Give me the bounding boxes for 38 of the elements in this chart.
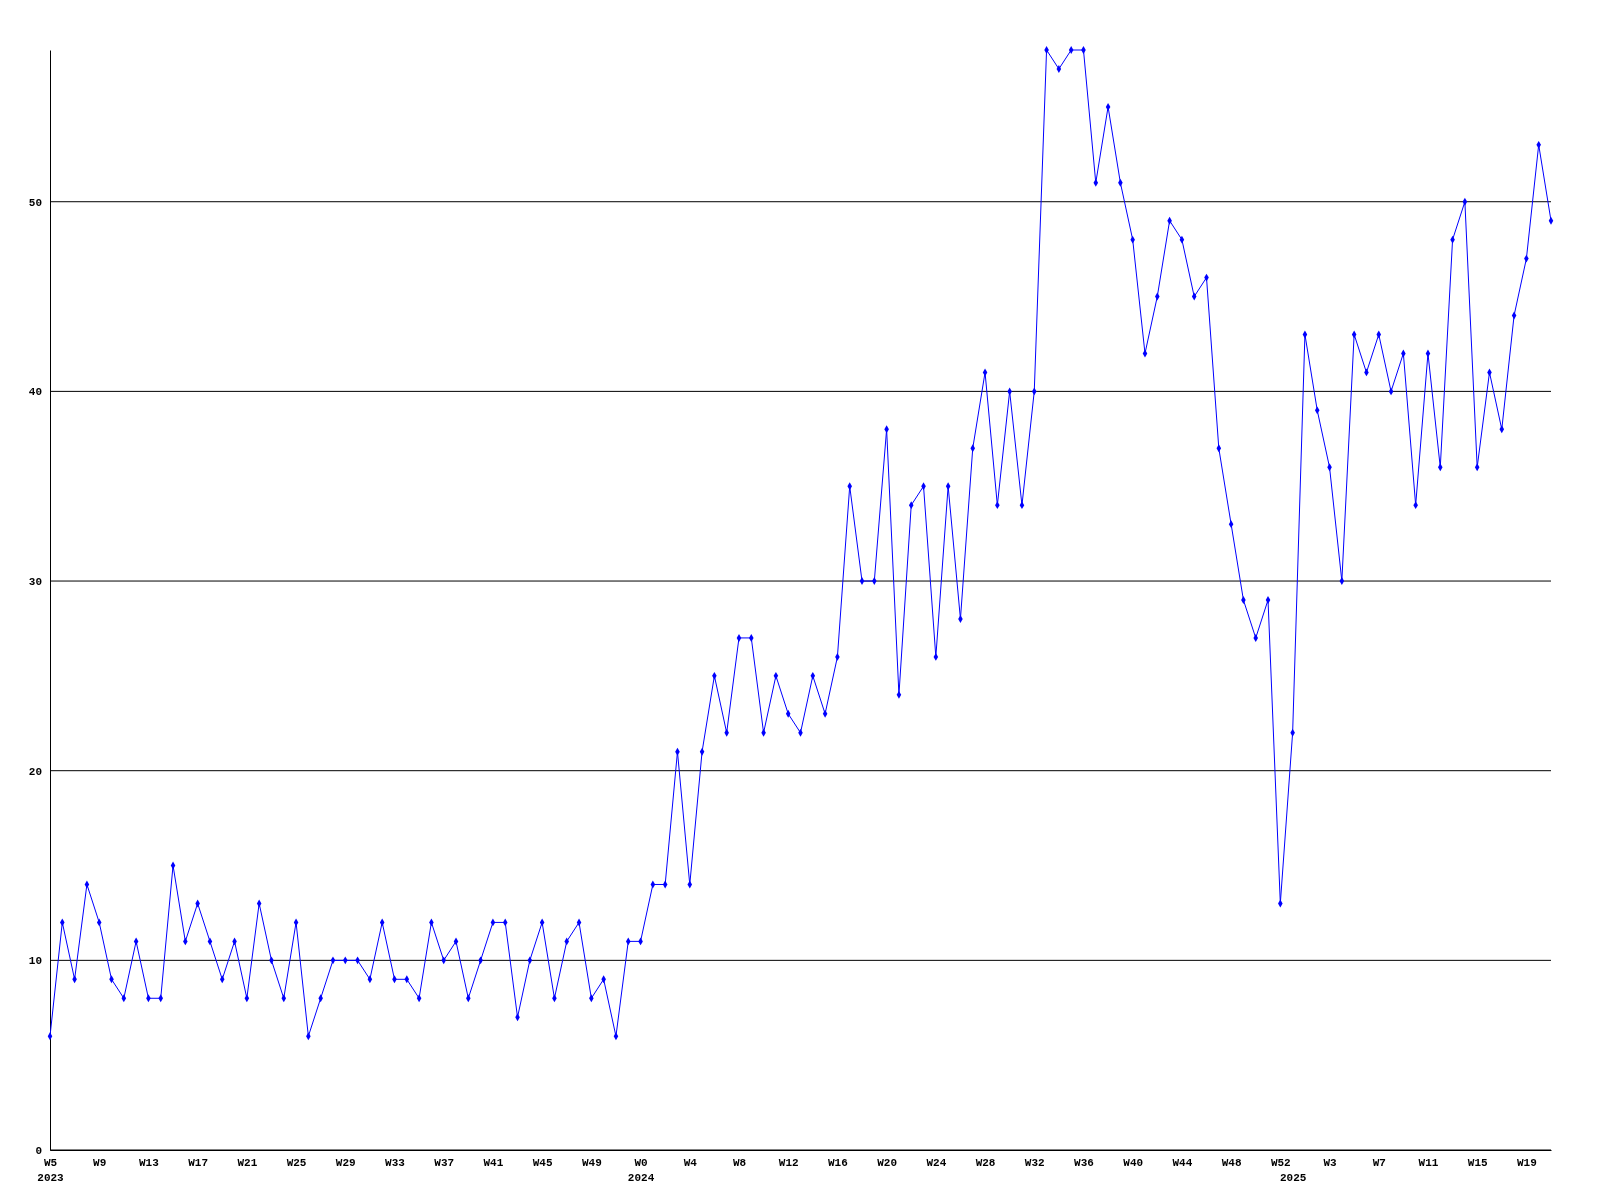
x-tick-label: W48 [1221,1157,1242,1169]
x-tick-label: W40 [1123,1157,1144,1169]
y-tick-label: 10 [28,955,42,968]
x-tick-label: W52 [1270,1157,1291,1169]
x-tick-label: 2025 [1279,1172,1307,1184]
x-tick-label: W28 [975,1157,996,1169]
x-tick-label: W21 [237,1157,258,1169]
x-tick-label: W4 [683,1157,698,1169]
y-tick-label: 50 [28,196,42,209]
y-tick-label: 30 [28,576,42,589]
x-tick-label: W7 [1372,1157,1386,1169]
x-tick-label: W15 [1467,1157,1488,1169]
x-tick-label: W45 [532,1157,553,1169]
y-tick-label: 20 [28,765,42,778]
x-tick-label: W8 [732,1157,747,1169]
x-tick-label: W12 [778,1157,799,1169]
x-tick-label: W36 [1074,1157,1094,1169]
x-tick-label: W0 2024 [627,1157,655,1184]
x-tick-label: W3 [1323,1157,1338,1169]
x-tick-label: W17 [188,1157,209,1169]
x-tick-label: W16 [828,1157,848,1169]
y-tick-label: 0 [35,1145,42,1158]
x-tick-label: W19 [1516,1157,1537,1169]
x-tick-label: W25 [286,1157,307,1169]
x-tick-label: W32 [1024,1157,1045,1169]
x-tick-label: W13 [139,1157,160,1169]
x-tick-label: W9 [93,1157,107,1169]
x-tick-label: W5 2023 [37,1157,65,1184]
x-tick-label: W11 [1418,1157,1439,1169]
x-tick-label: W44 [1172,1157,1193,1169]
x-tick-label: W33 [385,1157,406,1169]
x-tick-label: W24 [926,1157,947,1169]
x-tick-label: W41 [483,1157,504,1169]
x-tick-label: W20 [877,1157,898,1169]
y-tick-label: 40 [28,386,42,399]
x-tick-label: W37 [434,1157,455,1169]
x-tick-label: W49 [581,1157,602,1169]
x-tick-label: W29 [335,1157,356,1169]
